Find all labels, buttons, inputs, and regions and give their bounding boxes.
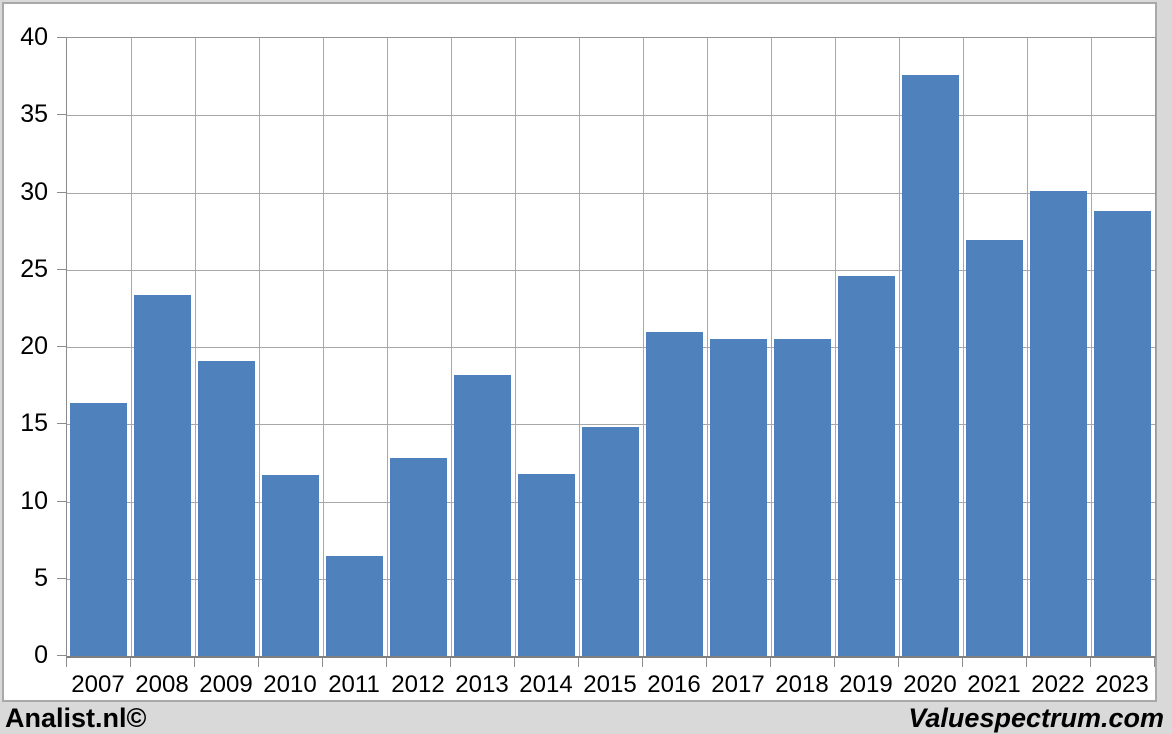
v-gridline xyxy=(899,38,900,656)
v-gridline xyxy=(515,38,516,656)
h-gridline xyxy=(67,269,1155,271)
bar-2009 xyxy=(198,360,255,656)
y-axis-tick xyxy=(57,269,66,270)
h-gridline xyxy=(67,192,1155,194)
x-axis-label: 2013 xyxy=(455,671,509,698)
bar-2011 xyxy=(326,555,383,656)
bar-2021 xyxy=(966,240,1023,656)
bar-2019 xyxy=(838,275,895,656)
y-axis-label: 0 xyxy=(34,641,48,669)
y-axis-label: 15 xyxy=(20,409,48,437)
bar-2012 xyxy=(390,458,447,656)
x-axis-tick xyxy=(1026,657,1027,667)
x-axis-label: 2009 xyxy=(199,671,253,698)
brand-valuespectrum: Valuespectrum.com xyxy=(908,703,1164,733)
bar-2022 xyxy=(1030,191,1087,656)
y-axis-tick xyxy=(57,578,66,579)
footer-bar: Analist.nl© Valuespectrum.com xyxy=(0,702,1172,734)
x-axis-label: 2012 xyxy=(391,671,445,698)
v-gridline xyxy=(131,38,132,656)
v-gridline xyxy=(579,38,580,656)
bar-2020 xyxy=(902,75,959,656)
y-axis-tick xyxy=(57,192,66,193)
x-axis-label: 2018 xyxy=(775,671,829,698)
v-gridline xyxy=(643,38,644,656)
bar-2016 xyxy=(646,331,703,656)
x-axis-label: 2017 xyxy=(711,671,765,698)
x-axis-tick xyxy=(258,657,259,667)
x-axis-label: 2010 xyxy=(263,671,317,698)
x-axis-tick xyxy=(66,657,67,667)
plot-area xyxy=(66,37,1156,658)
chart-panel: 0 5 10 15 20 25 30 35 40 2007 2008 2009 2010 2011 201… xyxy=(2,2,1157,702)
x-axis-label: 2019 xyxy=(839,671,893,698)
v-gridline xyxy=(259,38,260,656)
bar-2008 xyxy=(134,294,191,656)
bar-2010 xyxy=(262,475,319,656)
x-axis-tick xyxy=(514,657,515,667)
y-axis-label: 20 xyxy=(20,332,48,360)
y-axis-tick xyxy=(57,114,66,115)
bar-2015 xyxy=(582,427,639,656)
y-axis-tick xyxy=(57,37,66,38)
x-axis-tick xyxy=(1154,657,1155,667)
bar-2013 xyxy=(454,374,511,656)
y-axis-label: 30 xyxy=(20,178,48,206)
y-axis-tick xyxy=(57,655,66,656)
x-axis-label: 2023 xyxy=(1095,671,1149,698)
x-axis-label: 2020 xyxy=(903,671,957,698)
brand-analist: Analist.nl© xyxy=(5,703,147,733)
x-axis-tick xyxy=(642,657,643,667)
y-axis-label: 10 xyxy=(20,487,48,515)
bar-2014 xyxy=(518,473,575,656)
v-gridline xyxy=(1091,38,1092,656)
x-axis-label: 2015 xyxy=(583,671,637,698)
bar-2007 xyxy=(70,402,127,656)
x-axis-tick xyxy=(770,657,771,667)
h-gridline xyxy=(67,347,1155,348)
bar-2017 xyxy=(710,339,767,656)
h-gridline xyxy=(67,424,1155,426)
v-gridline xyxy=(835,38,836,656)
x-axis-tick xyxy=(130,657,131,667)
x-axis-tick xyxy=(450,657,451,667)
y-axis-tick xyxy=(57,501,66,502)
v-gridline xyxy=(707,38,708,656)
v-gridline xyxy=(451,38,452,656)
x-axis-tick xyxy=(322,657,323,667)
y-axis-label: 5 xyxy=(34,564,48,592)
x-axis-label: 2014 xyxy=(519,671,573,698)
x-axis-label: 2016 xyxy=(647,671,701,698)
bar-2018 xyxy=(774,339,831,656)
v-gridline xyxy=(963,38,964,656)
x-axis-label: 2011 xyxy=(328,671,380,698)
x-axis-tick xyxy=(834,657,835,667)
v-gridline xyxy=(771,38,772,656)
x-axis-tick xyxy=(578,657,579,667)
v-gridline xyxy=(323,38,324,656)
y-axis-label: 35 xyxy=(20,100,48,128)
x-axis-tick xyxy=(706,657,707,667)
y-axis-label: 25 xyxy=(20,255,48,283)
x-axis-tick xyxy=(962,657,963,667)
x-axis-label: 2007 xyxy=(71,671,125,698)
v-gridline xyxy=(387,38,388,656)
x-axis-tick xyxy=(386,657,387,667)
x-axis-label: 2022 xyxy=(1031,671,1085,698)
y-axis-tick xyxy=(57,346,66,347)
x-axis-label: 2021 xyxy=(967,671,1021,698)
bar-2023 xyxy=(1094,211,1151,656)
x-axis-tick xyxy=(898,657,899,667)
x-axis-tick xyxy=(1090,657,1091,667)
x-axis-tick xyxy=(194,657,195,667)
h-gridline xyxy=(67,115,1155,117)
v-gridline xyxy=(195,38,196,656)
y-axis-label: 40 xyxy=(20,23,48,51)
x-axis-label: 2008 xyxy=(135,671,189,698)
y-axis-tick xyxy=(57,423,66,424)
v-gridline xyxy=(1027,38,1028,656)
